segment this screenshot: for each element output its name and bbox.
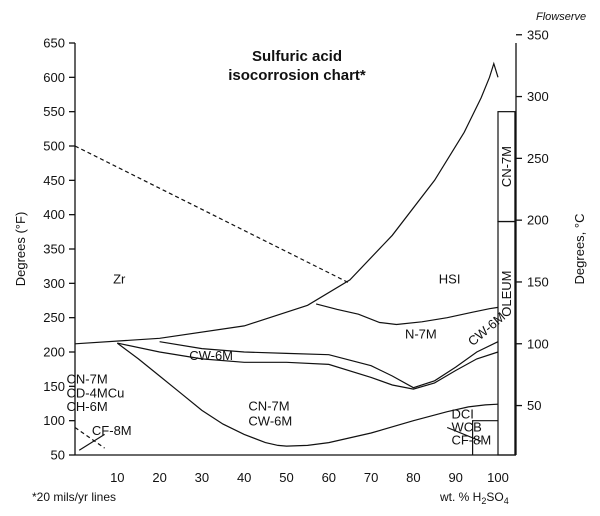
curve-cf8m-dashed — [74, 427, 105, 449]
curve-boiling — [74, 61, 499, 345]
left-tick-label: 500 — [43, 139, 65, 154]
x-tick-label: 30 — [195, 470, 209, 485]
curve-cn7m-bottom — [116, 342, 499, 447]
x-axis-label-prefix: wt. % H — [439, 490, 481, 504]
x-axis-label-sub-4: 4 — [504, 496, 509, 506]
left-tick-label: 300 — [43, 276, 65, 291]
region-label: CW-6M — [465, 309, 508, 349]
curve-cw6m-lower — [117, 342, 499, 390]
region-labels: Zr HSIN-7MCW-6MCN-7MCW-6MCN-7MCD-4MCuCH-6… — [67, 271, 509, 447]
title-line-2: isocorrosion chart* — [228, 67, 366, 84]
bar-label: OLEUM — [499, 271, 514, 317]
left-tick-label: 200 — [43, 345, 65, 360]
left-tick-label: 250 — [43, 310, 65, 325]
x-axis-label-sub-2: 2 — [481, 496, 486, 506]
right-tick-label: 100 — [527, 336, 549, 351]
x-tick-label: 40 — [237, 470, 251, 485]
x-tick-label: 10 — [110, 470, 124, 485]
left-tick-label: 50 — [51, 448, 65, 463]
x-tick-label: 50 — [279, 470, 293, 485]
region-label: CH-6M — [67, 399, 108, 414]
right-tick-label: 50 — [527, 398, 541, 413]
x-tick-label: 70 — [364, 470, 378, 485]
left-tick-label: 350 — [43, 242, 65, 257]
x-tick-label: 60 — [322, 470, 336, 485]
y-axis-label-left: Degrees (°F) — [13, 212, 28, 287]
region-label: CN-7M — [248, 398, 289, 413]
curve-n7m-upper — [315, 303, 499, 326]
axes — [74, 43, 517, 456]
x-axis-ticks: 10 20 30 40 50 60 70 80 90 100 — [110, 470, 509, 485]
region-label: HSI — [439, 271, 461, 286]
footnote: *20 mils/yr lines — [32, 490, 116, 504]
curve-dci-box — [472, 420, 498, 455]
right-axis-ticks: 50 100 150 200 250 300 350 — [516, 27, 549, 413]
right-tick-label: 350 — [527, 27, 549, 42]
left-tick-label: 650 — [43, 36, 65, 51]
title-line-1: Sulfuric acid — [252, 48, 342, 65]
right-tick-label: 300 — [527, 89, 549, 104]
left-tick-label: 100 — [43, 413, 65, 428]
left-tick-label: 400 — [43, 207, 65, 222]
right-tick-label: 250 — [527, 151, 549, 166]
left-tick-label: 450 — [43, 173, 65, 188]
region-label: DCI — [451, 407, 473, 422]
region-label: CF-8M — [92, 423, 132, 438]
curve-n7m-lower — [159, 341, 499, 389]
x-tick-label: 90 — [448, 470, 462, 485]
x-axis-label: wt. % H2SO4 — [439, 490, 509, 506]
x-axis-label-mid: SO — [486, 490, 503, 504]
composition-bars: CN-7M OLEUM — [497, 111, 516, 456]
region-label: CN-7M — [67, 372, 108, 387]
left-tick-label: 150 — [43, 379, 65, 394]
right-tick-label: 150 — [527, 274, 549, 289]
chart-credit: Flowserve — [536, 11, 586, 23]
left-tick-label: 600 — [43, 70, 65, 85]
region-label: Zr — [113, 271, 126, 286]
region-label: CD-4MCu — [67, 385, 125, 400]
bar-label: CN-7M — [499, 146, 514, 187]
curve-cf8m-solid — [78, 433, 105, 451]
bar-oleum — [497, 220, 516, 456]
right-tick-label: 200 — [527, 213, 549, 228]
curves — [74, 61, 499, 455]
x-tick-label: 20 — [152, 470, 166, 485]
left-tick-label: 550 — [43, 104, 65, 119]
y-axis-label-right: Degrees, °C — [572, 214, 587, 285]
region-label: N-7M — [405, 326, 437, 341]
chart-title: Sulfuric acid isocorrosion chart* — [228, 48, 366, 84]
region-label: CW-6M — [189, 348, 233, 363]
curve-zr-hsi-boundary — [74, 145, 351, 284]
left-axis-ticks: 50 100 150 200 250 300 350 400 450 500 550 600 650 — [43, 36, 75, 463]
region-label: CF-8M — [451, 433, 491, 448]
region-label: WCB — [451, 420, 481, 435]
curve-dci-leader — [446, 426, 482, 442]
region-label: CW-6M — [248, 413, 292, 428]
x-tick-label: 80 — [406, 470, 420, 485]
x-tick-label: 100 — [487, 470, 509, 485]
